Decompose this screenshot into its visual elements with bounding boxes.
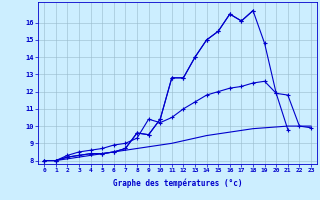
- X-axis label: Graphe des températures (°c): Graphe des températures (°c): [113, 179, 242, 188]
